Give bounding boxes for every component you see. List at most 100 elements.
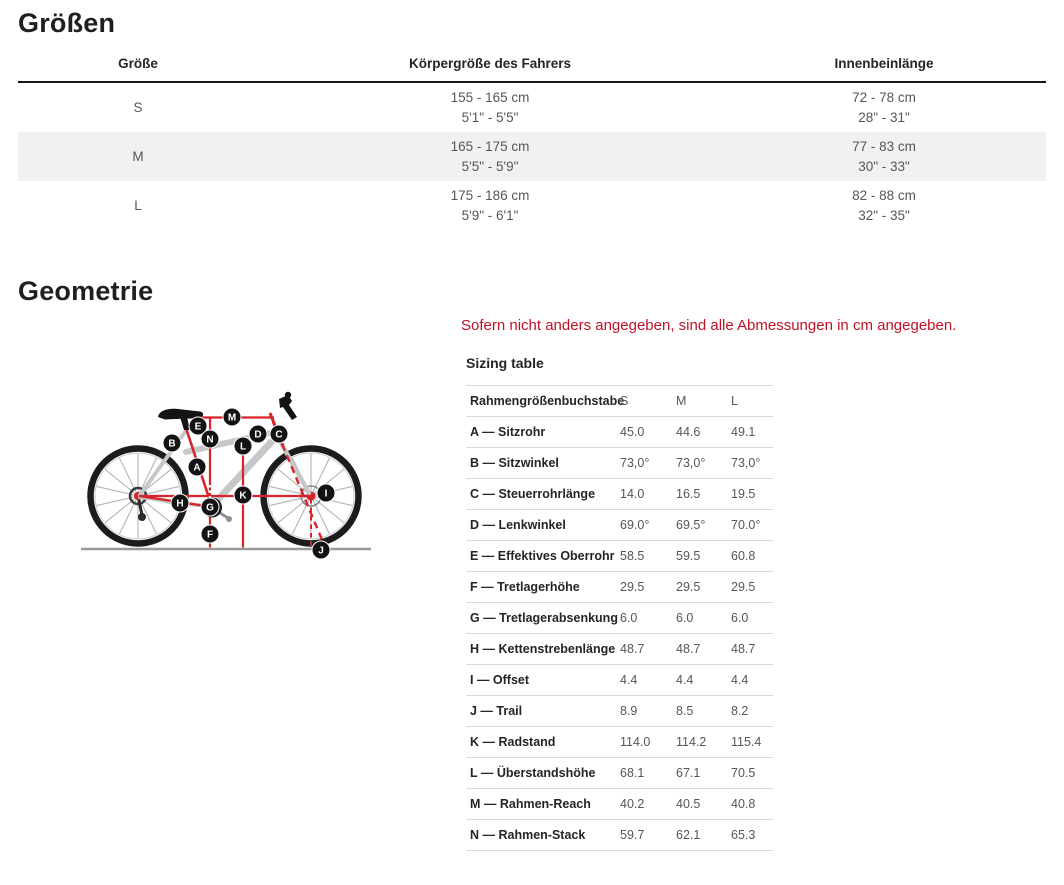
rear-derailleur <box>138 513 146 521</box>
geometry-table-header-row: Rahmengrößenbuchstabe S M L <box>466 385 773 417</box>
rider-height-cell: 165 - 175 cm 5'5" - 5'9" <box>258 132 722 181</box>
sizes-section-title: Größen <box>18 8 116 38</box>
value-l: 70.0° <box>731 509 773 541</box>
value-l: 4.4 <box>731 664 773 696</box>
value-s: 40.2 <box>620 788 676 820</box>
value-m: 4.4 <box>676 664 731 696</box>
value-l: 65.3 <box>731 819 773 851</box>
saddle <box>158 408 204 430</box>
table-row: E — Effektives Oberrohr 58.5 59.5 60.8 <box>466 540 773 572</box>
inseam-cell: 72 - 78 cm 28" - 31" <box>722 82 1046 132</box>
diagram-label-l: L <box>233 436 253 456</box>
size-cell: L <box>134 198 142 213</box>
sizing-table-title: Sizing table <box>466 355 544 371</box>
geometry-row-label: F — Tretlagerhöhe <box>466 571 620 603</box>
svg-text:L: L <box>240 442 246 453</box>
rider-height-cell: 175 - 186 cm 5'9" - 6'1" <box>258 181 722 230</box>
steering-axis-dashed <box>271 421 327 548</box>
svg-text:F: F <box>207 530 213 541</box>
value-l: 48.7 <box>731 633 773 665</box>
value-s: 45.0 <box>620 416 676 448</box>
geometry-row-label: L — Überstandshöhe <box>466 757 620 789</box>
value-m: 69.5° <box>676 509 731 541</box>
geometry-row-label: D — Lenkwinkel <box>466 509 620 541</box>
diagram-label-i: I <box>316 483 336 503</box>
svg-text:B: B <box>168 439 175 450</box>
value-l: 49.1 <box>731 416 773 448</box>
diagram-label-j: J <box>311 540 331 560</box>
inseam-cm: 77 - 83 cm <box>852 138 916 154</box>
sizes-table: Größe Körpergröße des Fahrers Innenbeinl… <box>18 50 1046 230</box>
inseam-cm: 82 - 88 cm <box>852 187 916 203</box>
diagram-label-a: A <box>187 457 207 477</box>
bike-geometry-diagram: A B C D E F G H I J K L M N <box>81 391 371 560</box>
geometry-row-label: I — Offset <box>466 664 620 696</box>
value-l: 73,0° <box>731 447 773 479</box>
table-row: C — Steuerrohrlänge 14.0 16.5 19.5 <box>466 478 773 510</box>
table-row: A — Sitzrohr 45.0 44.6 49.1 <box>466 416 773 448</box>
value-s: 14.0 <box>620 478 676 510</box>
geometry-header-label: Rahmengrößenbuchstabe <box>466 385 624 417</box>
geometry-header-m: M <box>676 385 731 417</box>
sizes-header-size: Größe <box>18 50 258 83</box>
diagram-label-e: E <box>188 416 208 436</box>
value-m: 44.6 <box>676 416 731 448</box>
inseam-in: 28" - 31" <box>858 109 910 125</box>
table-row: K — Radstand 114.0 114.2 115.4 <box>466 726 773 758</box>
svg-text:D: D <box>254 430 261 441</box>
value-l: 70.5 <box>731 757 773 789</box>
svg-text:N: N <box>206 435 213 446</box>
geometry-row-label: C — Steuerrohrlänge <box>466 478 620 510</box>
value-l: 29.5 <box>731 571 773 603</box>
geometry-table: Rahmengrößenbuchstabe S M L A — Sitzrohr… <box>466 385 773 851</box>
size-cell: S <box>133 100 143 115</box>
value-m: 73,0° <box>676 447 731 479</box>
rider-height-cm: 165 - 175 cm <box>450 138 530 154</box>
table-row: M — Rahmen-Reach 40.2 40.5 40.8 <box>466 788 773 820</box>
value-s: 114.0 <box>620 726 676 758</box>
geometry-section-title: Geometrie <box>18 276 154 306</box>
svg-text:G: G <box>206 503 214 514</box>
geometry-row-label: E — Effektives Oberrohr <box>466 540 620 572</box>
svg-text:E: E <box>195 422 202 433</box>
geometry-header-s: S <box>620 385 676 417</box>
diagram-label-g: G <box>200 497 220 517</box>
svg-text:M: M <box>228 413 236 424</box>
value-s: 58.5 <box>620 540 676 572</box>
value-m: 6.0 <box>676 602 731 634</box>
table-row: H — Kettenstrebenlänge 48.7 48.7 48.7 <box>466 633 773 665</box>
svg-text:I: I <box>325 489 328 500</box>
diagram-label-b: B <box>162 433 182 453</box>
value-s: 73,0° <box>620 447 676 479</box>
value-l: 8.2 <box>731 695 773 727</box>
value-l: 6.0 <box>731 602 773 634</box>
diagram-label-h: H <box>170 493 190 513</box>
diagram-label-m: M <box>222 407 242 427</box>
diagram-label-c: C <box>269 424 289 444</box>
svg-text:J: J <box>318 546 324 557</box>
table-row: S 155 - 165 cm 5'1" - 5'5" 72 - 78 cm 28… <box>18 82 1046 132</box>
sizes-table-header-row: Größe Körpergröße des Fahrers Innenbeinl… <box>18 50 1046 83</box>
diagram-label-f: F <box>200 524 220 544</box>
inseam-cell: 82 - 88 cm 32" - 35" <box>722 181 1046 230</box>
value-m: 8.5 <box>676 695 731 727</box>
inseam-in: 30" - 33" <box>858 158 910 174</box>
value-m: 62.1 <box>676 819 731 851</box>
rider-height-cm: 175 - 186 cm <box>450 187 530 203</box>
sizes-header-inseam: Innenbeinlänge <box>722 50 1046 83</box>
value-l: 115.4 <box>731 726 773 758</box>
inseam-cell: 77 - 83 cm 30" - 33" <box>722 132 1046 181</box>
inseam-cm: 72 - 78 cm <box>852 89 916 105</box>
table-row: D — Lenkwinkel 69.0° 69.5° 70.0° <box>466 509 773 541</box>
diagram-label-d: D <box>248 424 268 444</box>
value-m: 16.5 <box>676 478 731 510</box>
value-s: 8.9 <box>620 695 676 727</box>
diagram-label-n: N <box>200 429 220 449</box>
diagram-label-k: K <box>233 485 253 505</box>
value-s: 4.4 <box>620 664 676 696</box>
table-row: J — Trail 8.9 8.5 8.2 <box>466 695 773 727</box>
inseam-in: 32" - 35" <box>858 207 910 223</box>
rider-height-in: 5'9" - 6'1" <box>461 207 519 223</box>
table-row: N — Rahmen-Stack 59.7 62.1 65.3 <box>466 819 773 851</box>
